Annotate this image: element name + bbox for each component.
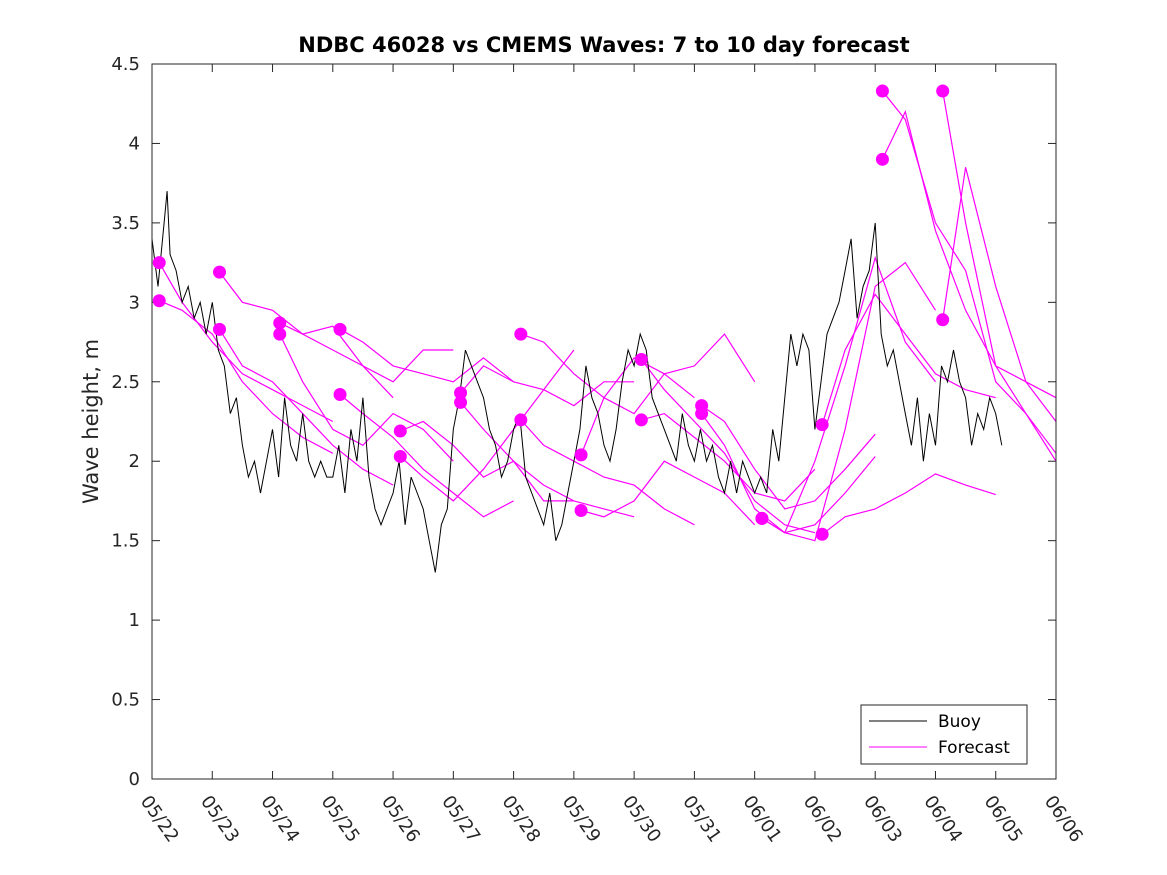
forecast-line-17 bbox=[641, 412, 816, 502]
forecast-start-marker-9 bbox=[393, 449, 407, 463]
plot-frame bbox=[151, 63, 1057, 780]
forecast-start-marker-14 bbox=[574, 448, 588, 462]
y-axis-label: Wave height, m bbox=[79, 339, 103, 504]
forecast-line-8 bbox=[400, 420, 574, 502]
forecast-start-marker-15 bbox=[574, 503, 588, 517]
forecast-start-marker-23 bbox=[815, 527, 829, 541]
legend: Buoy Forecast bbox=[860, 704, 1028, 765]
y-tick-label: 2.5 bbox=[111, 372, 140, 393]
forecast-line-4 bbox=[279, 322, 454, 383]
forecast-line-18 bbox=[701, 405, 876, 510]
forecast-line-21 bbox=[761, 255, 936, 534]
y-tick-label: 1 bbox=[129, 610, 140, 631]
y-tick-label: 4 bbox=[129, 133, 140, 154]
plot-area bbox=[152, 64, 1056, 779]
forecast-line-27 bbox=[942, 167, 1057, 422]
markers-layer bbox=[152, 84, 950, 541]
y-tick-label: 1.5 bbox=[111, 531, 140, 552]
forecast-start-marker-2 bbox=[212, 265, 226, 279]
forecast-line-10 bbox=[460, 365, 635, 407]
y-tick-label: 0 bbox=[129, 769, 140, 790]
forecast-start-marker-10 bbox=[454, 386, 468, 400]
forecast-line-23 bbox=[821, 473, 996, 535]
series-layer bbox=[151, 90, 1057, 573]
forecast-start-marker-3 bbox=[212, 322, 226, 336]
legend-label-forecast: Forecast bbox=[938, 738, 1010, 758]
buoy-line bbox=[151, 191, 1003, 573]
forecast-line-26 bbox=[942, 90, 1057, 462]
forecast-line-13 bbox=[520, 419, 695, 526]
y-tick-label: 0.5 bbox=[111, 690, 140, 711]
forecast-start-marker-1 bbox=[152, 294, 166, 308]
y-tick-label: 4.5 bbox=[111, 54, 140, 75]
forecast-start-marker-19 bbox=[695, 407, 709, 421]
forecast-start-marker-12 bbox=[514, 327, 528, 341]
y-tick-label: 3 bbox=[129, 292, 140, 313]
chart-title: NDBC 46028 vs CMEMS Waves: 7 to 10 day f… bbox=[298, 33, 909, 57]
forecast-line-5 bbox=[279, 333, 454, 462]
forecast-start-marker-6 bbox=[333, 322, 347, 336]
legend-label-buoy: Buoy bbox=[938, 712, 981, 732]
forecast-start-marker-7 bbox=[333, 387, 347, 401]
forecast-line-22 bbox=[821, 293, 996, 425]
forecast-line-6 bbox=[339, 328, 514, 383]
forecast-start-marker-11 bbox=[454, 395, 468, 409]
forecast-start-marker-13 bbox=[514, 413, 528, 427]
forecast-line-1 bbox=[158, 300, 334, 454]
forecast-start-marker-0 bbox=[152, 256, 166, 270]
forecast-start-marker-25 bbox=[875, 152, 889, 166]
forecast-line-14 bbox=[580, 333, 756, 456]
forecast-line-11 bbox=[460, 402, 635, 518]
forecast-line-16 bbox=[640, 359, 816, 534]
forecast-start-marker-21 bbox=[755, 511, 769, 525]
y-tick-label: 2 bbox=[129, 451, 140, 472]
y-tick-label: 3.5 bbox=[111, 213, 140, 234]
forecast-start-marker-26 bbox=[936, 84, 950, 98]
forecast-start-marker-16 bbox=[634, 353, 648, 367]
forecast-start-marker-24 bbox=[875, 84, 889, 98]
forecast-start-marker-5 bbox=[273, 327, 287, 341]
forecast-start-marker-22 bbox=[815, 418, 829, 432]
forecast-line-7 bbox=[339, 394, 514, 518]
forecast-start-marker-27 bbox=[936, 313, 950, 327]
forecast-start-marker-17 bbox=[634, 413, 648, 427]
forecast-start-marker-8 bbox=[393, 424, 407, 438]
forecast-start-marker-4 bbox=[273, 316, 287, 330]
legend-box bbox=[860, 704, 1028, 765]
